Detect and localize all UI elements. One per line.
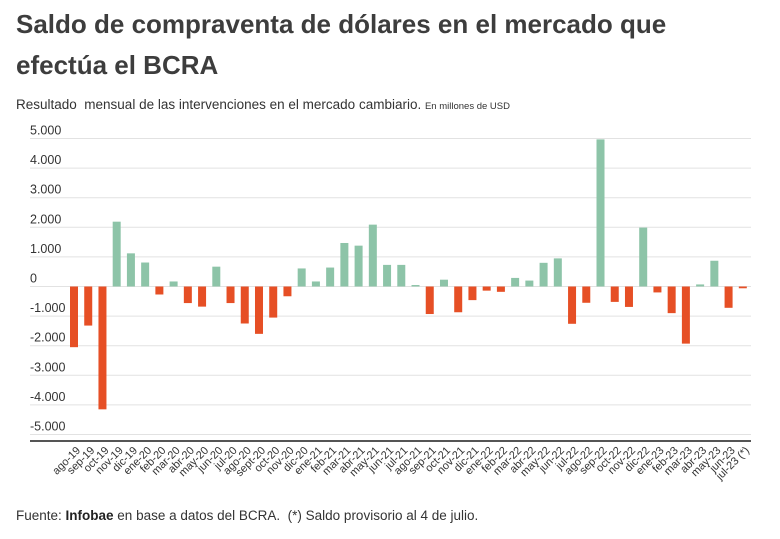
bars <box>70 139 747 410</box>
bar-positive <box>525 280 534 287</box>
bar-positive <box>340 242 349 287</box>
chart-subtitle: Resultado mensual de las intervenciones … <box>16 97 510 115</box>
bar-negative <box>254 286 263 334</box>
bar-negative <box>425 286 434 315</box>
bar-positive <box>141 262 150 287</box>
bar-positive <box>710 260 719 287</box>
bar-positive <box>212 266 221 287</box>
bar-positive <box>126 253 135 287</box>
bar-negative <box>454 286 463 313</box>
bar-positive <box>539 262 548 287</box>
bar-negative <box>269 286 278 318</box>
bar-positive <box>112 221 121 287</box>
bar-positive <box>553 258 562 287</box>
bar-negative <box>624 286 633 307</box>
bar-negative <box>653 286 662 293</box>
bar-negative <box>482 286 491 291</box>
bar-positive <box>169 281 178 287</box>
source-rest: en base a datos del BCRA. <box>113 508 288 523</box>
bar-positive <box>639 227 648 287</box>
bar-positive <box>596 139 605 287</box>
bar-negative <box>724 286 733 308</box>
bar-negative <box>183 286 192 304</box>
y-tick-label: -1.000 <box>30 301 65 315</box>
bar-positive <box>411 285 420 287</box>
bar-negative <box>240 286 249 324</box>
y-tick-label: -3.000 <box>30 360 65 374</box>
bar-positive <box>368 224 377 287</box>
bar-negative <box>283 286 292 297</box>
bar-positive <box>397 264 406 287</box>
y-axis-tick-labels: 5.000 4.000 3.000 2.000 1.000 0 -1.000 -2.000 -3… <box>30 124 65 434</box>
bar-negative <box>738 286 747 289</box>
bar-negative <box>226 286 235 304</box>
y-tick-label: -4.000 <box>30 390 65 404</box>
y-tick-label: 3.000 <box>30 183 61 197</box>
bar-negative <box>582 286 591 303</box>
bar-positive <box>696 284 705 287</box>
subtitle-text: Resultado mensual de las intervenciones … <box>16 97 425 112</box>
y-tick-label: 5.000 <box>30 124 61 138</box>
bar-negative <box>468 286 477 301</box>
provisional-note: (*) Saldo provisorio al 4 de julio. <box>287 508 479 523</box>
bar-positive <box>297 268 306 287</box>
y-tick-label: 1.000 <box>30 242 61 256</box>
bar-negative <box>568 286 577 324</box>
unit-note: En millones de USD <box>424 101 510 112</box>
bar-positive <box>383 264 392 287</box>
bar-negative <box>681 286 690 344</box>
bar-positive <box>326 267 335 287</box>
y-tick-label: 0 <box>30 272 37 286</box>
bar-positive <box>311 281 320 287</box>
bar-negative <box>84 286 93 326</box>
y-tick-label: 2.000 <box>30 212 61 226</box>
bar-negative <box>496 286 505 292</box>
bar-positive <box>354 245 363 287</box>
bar-negative <box>667 286 676 314</box>
source-name: Infobae <box>65 508 114 523</box>
footer-source: Fuente: Infobae en base a datos del BCRA… <box>16 508 478 524</box>
y-tick-label: -2.000 <box>30 331 65 345</box>
bar-positive <box>511 277 520 287</box>
bar-positive <box>439 279 448 287</box>
bar-negative <box>610 286 619 302</box>
y-tick-label: 4.000 <box>30 153 61 167</box>
source-label: Fuente: <box>16 508 66 523</box>
gridlines <box>30 138 751 435</box>
bar-negative <box>198 286 207 307</box>
chart-title: Saldo de compraventa de dólares en el me… <box>16 9 667 80</box>
x-axis-tick-labels: ago-19sep-19oct-19nov-19dic-19ene-20feb-… <box>50 445 752 484</box>
bar-negative <box>70 286 78 348</box>
bar-negative <box>155 286 164 295</box>
y-tick-label: -5.000 <box>30 420 65 434</box>
bar-negative <box>98 286 107 410</box>
